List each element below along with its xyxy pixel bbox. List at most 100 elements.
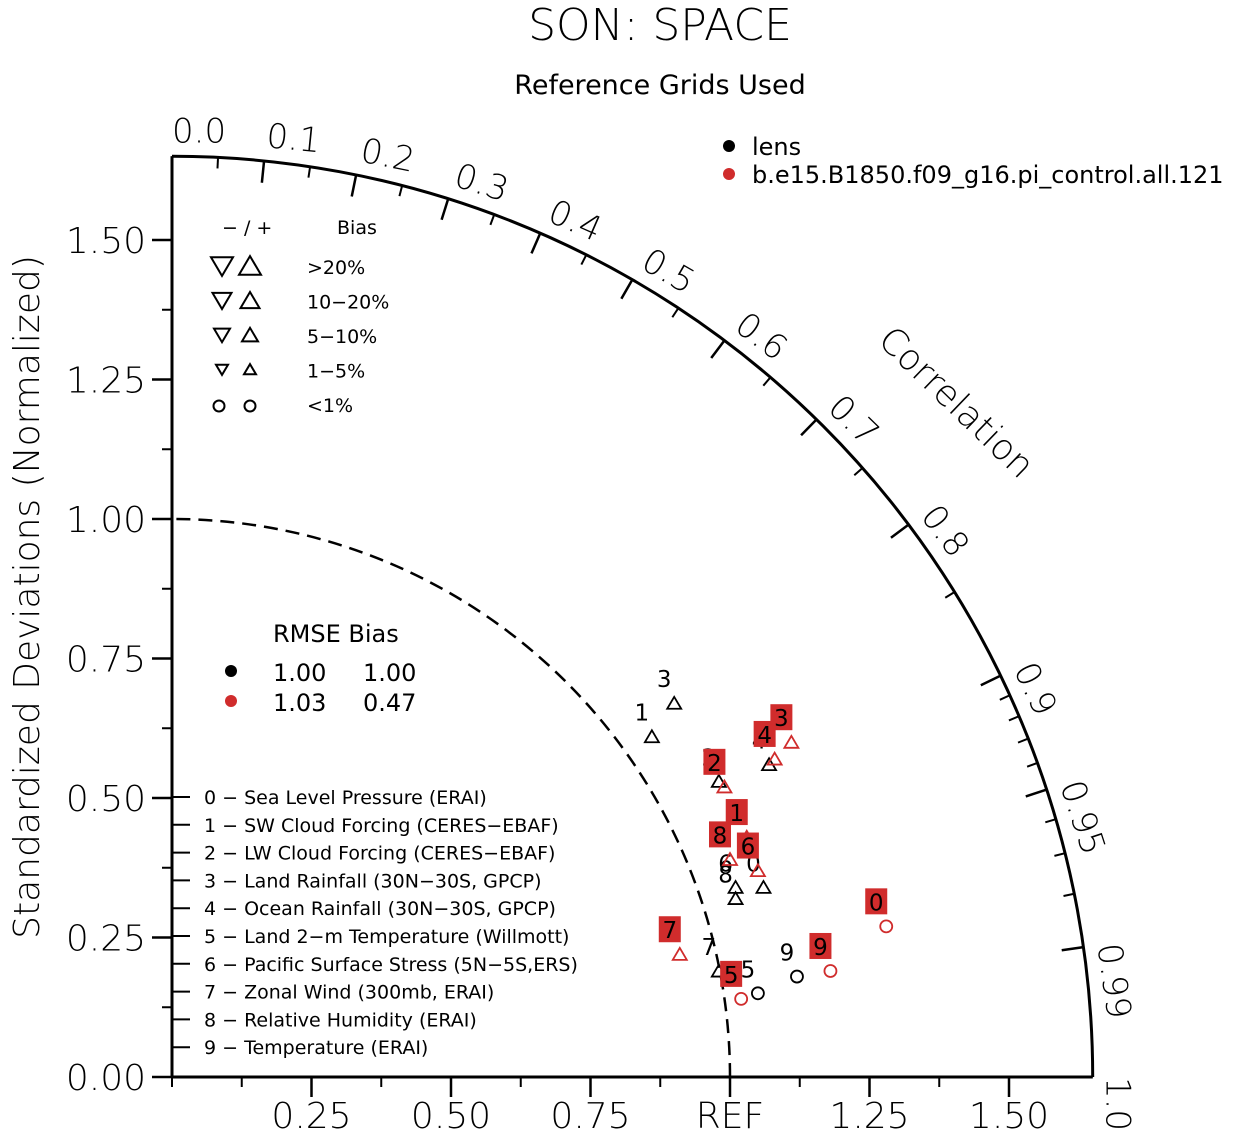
data-point-label-box xyxy=(770,704,793,731)
legend-label-lens: lens xyxy=(752,133,801,161)
corr-tick-label: 1.0 xyxy=(1098,1077,1138,1131)
y-tick-label: 0.75 xyxy=(66,640,146,681)
variable-legend-item: 1 − SW Cloud Forcing (CERES−EBAF) xyxy=(204,815,559,837)
data-point-marker xyxy=(754,879,773,894)
corr-minor-tick xyxy=(307,166,312,178)
corr-minor-tick xyxy=(1054,852,1066,857)
variable-legend-item: 6 − Pacific Surface Stress (5N−5S,ERS) xyxy=(204,954,578,976)
corr-tick-mark xyxy=(1025,788,1048,798)
corr-tick-mark xyxy=(980,674,1002,687)
corr-tick-label: 0.95 xyxy=(1051,775,1113,859)
y-tick-label: 1.00 xyxy=(66,500,146,541)
data-point-marker xyxy=(766,750,784,766)
bias-legend-row-label: 1−5% xyxy=(307,361,365,383)
corr-minor-tick xyxy=(999,694,1011,701)
series-legend: lens b.e15.B1850.f09_g16.pi_control.all.… xyxy=(723,133,1224,189)
variable-legend-item: 8 − Relative Humidity (ERAI) xyxy=(204,1009,477,1031)
legend-marker-pi-control xyxy=(723,168,735,180)
variable-legend-item: 3 − Land Rainfall (30N−30S, GPCP) xyxy=(204,870,542,892)
bias-circle-icon xyxy=(243,399,257,413)
data-point-marker xyxy=(790,969,804,984)
data-point-label-box xyxy=(753,720,776,747)
corr-tick-mark xyxy=(800,418,818,437)
chart-subtitle: Reference Grids Used xyxy=(514,70,805,101)
rmse-value-lens: 1.00 xyxy=(273,659,326,687)
data-point-label-box xyxy=(809,932,832,959)
bias-legend-row-label: <1% xyxy=(307,395,353,417)
data-point-label: 0 xyxy=(869,890,884,916)
data-point-label: 7 xyxy=(702,935,717,961)
corr-tick-mark xyxy=(350,174,358,197)
x-tick-label: REF xyxy=(696,1096,764,1135)
corr-tick-label: 0.7 xyxy=(820,387,887,453)
bias-legend-row-label: 5−10% xyxy=(307,326,377,348)
corr-tick-mark xyxy=(1061,945,1084,952)
corr-minor-tick xyxy=(1026,761,1038,768)
corr-tick-label: 0.1 xyxy=(265,116,323,161)
variable-legend-item: 9 − Temperature (ERAI) xyxy=(204,1037,428,1059)
corr-tick-label: 0.8 xyxy=(913,498,977,565)
variable-legend-item: 2 − LW Cloud Forcing (CERES−EBAF) xyxy=(204,843,555,865)
data-point-marker xyxy=(782,734,800,749)
chart-title: SON: SPACE xyxy=(528,0,792,51)
data-point-marker xyxy=(879,919,894,934)
correlation-axis-label: Correlation xyxy=(870,319,1042,487)
x-tick-label: 0.50 xyxy=(411,1096,491,1135)
plot-frame xyxy=(152,154,1095,1097)
corr-tick-label: 0.2 xyxy=(357,131,418,181)
data-point-label-box xyxy=(709,821,731,848)
corr-tick-label: 0.5 xyxy=(635,241,702,303)
bias-down-triangle-icon xyxy=(209,256,235,278)
corr-tick-label: 0.6 xyxy=(727,304,794,368)
variable-legend-item: 4 − Ocean Rainfall (30N−30S, GPCP) xyxy=(204,898,556,920)
data-points: 01234567890123456789 xyxy=(635,667,894,1006)
data-point-label: 5 xyxy=(724,963,739,989)
data-point-label: 9 xyxy=(780,941,795,967)
bias-up-triangle-icon xyxy=(237,254,263,276)
data-point-marker xyxy=(727,890,745,905)
variable-legend-item: 0 − Sea Level Pressure (ERAI) xyxy=(204,787,487,809)
data-point-label-box xyxy=(736,832,759,859)
corr-minor-tick xyxy=(489,214,496,226)
data-point-label-box xyxy=(703,748,726,775)
y-tick-label: 0.50 xyxy=(66,779,146,820)
corr-tick-mark xyxy=(620,279,634,300)
data-point-label: 8 xyxy=(718,862,733,888)
data-point-label: 4 xyxy=(757,723,772,749)
corr-minor-tick xyxy=(1008,715,1020,722)
bias-up-triangle-icon xyxy=(238,289,262,310)
reference-std-arc xyxy=(171,517,732,1078)
corr-tick-mark xyxy=(890,523,910,539)
data-point-marker xyxy=(710,773,728,788)
data-point-label-box xyxy=(658,916,681,943)
corr-tick-mark xyxy=(710,339,726,359)
data-point-label: 6 xyxy=(741,835,756,861)
data-point-label: 3 xyxy=(657,667,672,693)
bias-legend-title: Bias xyxy=(337,217,377,239)
y-tick-labels: 0.00 0.25 0.50 0.75 1.00 1.25 1.50 xyxy=(66,221,146,1099)
data-point-label: 2 xyxy=(707,751,722,777)
rmse-value-pi-control: 1.03 xyxy=(273,689,326,717)
corr-minor-tick xyxy=(1063,892,1075,897)
data-point-label: 1 xyxy=(635,701,650,727)
y-tick-label: 0.25 xyxy=(66,919,146,960)
data-point-marker xyxy=(671,946,689,961)
corr-minor-tick xyxy=(398,185,404,197)
variable-legend-item: 5 − Land 2−m Temperature (Willmott) xyxy=(204,926,569,948)
bias-up-triangle-icon xyxy=(242,362,258,376)
bias-down-triangle-icon xyxy=(214,363,230,377)
data-point-marker xyxy=(643,728,661,744)
corr-minor-tick xyxy=(216,157,220,169)
data-point-label: 9 xyxy=(813,935,828,961)
data-point-label-box xyxy=(725,799,748,826)
corr-tick-label: 0.0 xyxy=(172,111,226,151)
y-tick-label: 1.25 xyxy=(66,361,146,402)
corr-minor-tick xyxy=(1017,737,1029,744)
y-axis-label: Standardized Deviations (Normalized) xyxy=(7,255,48,939)
corr-minor-tick xyxy=(853,467,864,477)
data-point-marker xyxy=(749,862,767,878)
rmse-bias-legend: RMSE Bias 1.00 1.00 1.03 0.47 xyxy=(225,620,416,717)
corr-tick-label: 0.4 xyxy=(542,192,608,250)
bias-legend-row-label: 10−20% xyxy=(307,292,389,314)
